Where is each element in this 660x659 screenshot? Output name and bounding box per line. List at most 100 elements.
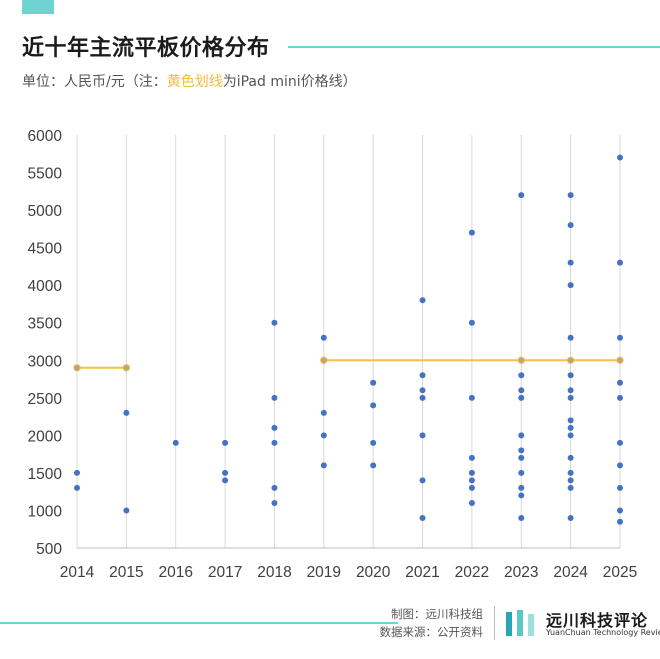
brand-logo: 远川科技评论 YuanChuan Technology Review bbox=[504, 604, 660, 644]
x-tick-label: 2025 bbox=[603, 564, 637, 581]
price-point bbox=[222, 469, 229, 476]
price-point bbox=[567, 454, 574, 461]
y-tick-label: 4500 bbox=[28, 241, 63, 258]
price-point bbox=[617, 379, 623, 386]
x-tick-label: 2018 bbox=[257, 564, 291, 581]
price-point bbox=[74, 469, 80, 476]
price-point bbox=[172, 439, 179, 446]
price-point bbox=[617, 507, 623, 514]
price-point bbox=[518, 387, 525, 394]
price-point bbox=[617, 154, 623, 161]
x-tick-labels: 2014 2015 2016 2017 2018 2019 2020 2021 2022 2023… bbox=[60, 564, 637, 581]
price-point bbox=[271, 394, 278, 401]
price-point bbox=[468, 469, 475, 476]
brand-mark-icon bbox=[506, 610, 534, 636]
y-tick-label: 3000 bbox=[28, 353, 63, 370]
chart-title: 近十年主流平板价格分布 bbox=[22, 36, 270, 61]
footer-divider bbox=[494, 606, 495, 640]
price-point bbox=[617, 334, 623, 341]
ipad-mini-price-points bbox=[73, 356, 624, 372]
price-point bbox=[518, 492, 525, 499]
price-point bbox=[518, 454, 525, 461]
price-point bbox=[271, 439, 278, 446]
price-point bbox=[419, 387, 426, 394]
grid-lines bbox=[76, 135, 621, 548]
price-point bbox=[567, 282, 574, 289]
price-point bbox=[222, 477, 229, 484]
price-point bbox=[518, 447, 525, 454]
chart-subtitle: 单位：人民币/元（注：黄色划线为iPad mini价格线） bbox=[22, 71, 357, 91]
y-tick-label: 2000 bbox=[28, 428, 63, 445]
footer-rule bbox=[0, 622, 398, 624]
price-point bbox=[468, 394, 475, 401]
price-point bbox=[74, 484, 80, 491]
y-tick-label: 5500 bbox=[28, 166, 63, 183]
subtitle-highlight: 黄色划线 bbox=[166, 74, 223, 90]
price-point bbox=[617, 259, 623, 266]
price-point bbox=[617, 462, 623, 469]
price-point bbox=[567, 222, 574, 229]
y-tick-label: 2500 bbox=[28, 391, 63, 408]
top-accent-bar bbox=[22, 0, 54, 14]
price-point bbox=[567, 259, 574, 266]
price-point bbox=[567, 394, 574, 401]
title-rule bbox=[288, 46, 660, 48]
price-point bbox=[419, 394, 426, 401]
y-tick-label: 4000 bbox=[28, 278, 63, 295]
price-point bbox=[419, 477, 426, 484]
price-point bbox=[370, 402, 377, 409]
price-point bbox=[419, 432, 426, 439]
price-point bbox=[617, 518, 623, 525]
price-point bbox=[320, 409, 327, 416]
x-tick-label: 2014 bbox=[60, 564, 95, 581]
price-point bbox=[468, 229, 475, 236]
price-point bbox=[370, 439, 377, 446]
price-point bbox=[271, 484, 278, 491]
y-tick-label: 1000 bbox=[28, 503, 63, 520]
price-point bbox=[617, 394, 623, 401]
x-tick-label: 2019 bbox=[307, 564, 341, 581]
price-point bbox=[468, 319, 475, 326]
price-point bbox=[370, 379, 377, 386]
price-point bbox=[567, 192, 574, 199]
price-point bbox=[567, 484, 574, 491]
price-point bbox=[271, 319, 278, 326]
x-tick-label: 2020 bbox=[356, 564, 391, 581]
price-point bbox=[567, 477, 574, 484]
price-point bbox=[518, 192, 525, 199]
brand-name: 远川科技评论 bbox=[546, 611, 649, 630]
price-point bbox=[123, 409, 130, 416]
price-point bbox=[567, 424, 574, 431]
price-point bbox=[419, 514, 426, 521]
price-point bbox=[271, 424, 278, 431]
price-point bbox=[320, 432, 327, 439]
price-point bbox=[518, 394, 525, 401]
price-point bbox=[468, 477, 475, 484]
y-tick-label: 1500 bbox=[28, 466, 63, 483]
maker-credit: 制图：远川科技组 bbox=[391, 607, 483, 621]
price-point bbox=[518, 469, 525, 476]
price-point bbox=[222, 439, 229, 446]
x-tick-label: 2017 bbox=[208, 564, 242, 581]
ipad-mini-point bbox=[73, 364, 81, 372]
price-point bbox=[567, 334, 574, 341]
x-tick-label: 2021 bbox=[405, 564, 439, 581]
y-tick-label: 6000 bbox=[28, 128, 63, 145]
ipad-mini-point bbox=[517, 356, 525, 364]
price-point bbox=[320, 462, 327, 469]
x-tick-label: 2015 bbox=[109, 564, 143, 581]
price-point bbox=[320, 334, 327, 341]
price-points bbox=[74, 154, 623, 525]
price-point bbox=[567, 372, 574, 379]
price-point bbox=[617, 484, 623, 491]
ipad-mini-point bbox=[566, 356, 575, 364]
x-tick-label: 2024 bbox=[553, 564, 588, 581]
price-scatter-chart: 500 1000 1500 2000 2500 3000 3500 4000 4500 5000 5… bbox=[28, 128, 638, 581]
y-tick-label: 5000 bbox=[28, 203, 63, 220]
price-point bbox=[567, 417, 574, 424]
y-tick-label: 3500 bbox=[28, 316, 63, 333]
ipad-mini-point bbox=[320, 356, 328, 364]
price-point bbox=[518, 432, 525, 439]
price-point bbox=[468, 484, 475, 491]
ipad-mini-point bbox=[122, 364, 131, 372]
